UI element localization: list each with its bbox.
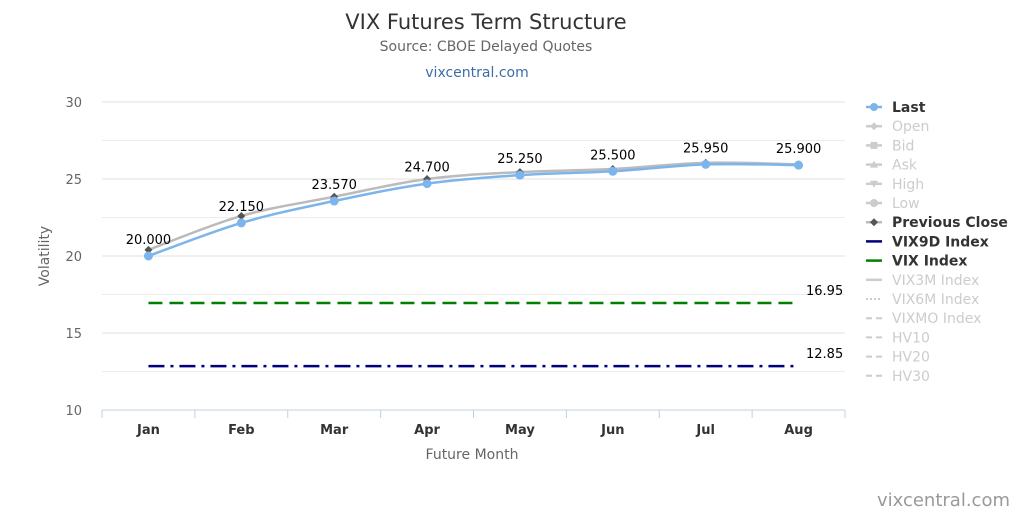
credit-text[interactable]: vixcentral.com: [877, 490, 1010, 511]
last-data-label: 25.250: [497, 152, 543, 167]
legend-label: Low: [892, 196, 920, 212]
legend-label: VIX Index: [892, 254, 967, 270]
legend-marker: [870, 141, 878, 149]
y-axis-title: Volatility: [37, 226, 53, 286]
legend-label: VIXMO Index: [892, 311, 981, 327]
y-tick-label: 10: [65, 404, 82, 419]
legend-item[interactable]: High: [866, 177, 924, 193]
legend-item[interactable]: VIX Index: [866, 254, 967, 270]
reference-lines: 12.85 16.95: [148, 284, 843, 368]
legend-item[interactable]: Open: [866, 119, 929, 135]
y-tick-label: 20: [65, 250, 82, 265]
legend-item[interactable]: HV30: [866, 369, 930, 385]
last-data-label: 25.950: [683, 141, 729, 156]
reference-line-label: 16.95: [806, 284, 843, 299]
legend-marker: [870, 103, 878, 111]
x-tick-label: Jan: [136, 423, 160, 438]
legend-label: VIX9D Index: [892, 234, 989, 250]
chart-title: VIX Futures Term Structure: [345, 10, 626, 34]
last-point[interactable]: [143, 251, 153, 261]
x-axis-ticks: Jan Feb Mar Apr May Jun Jul Aug: [101, 410, 846, 438]
legend-label: VIX6M Index: [892, 292, 979, 308]
legend-label: Open: [892, 119, 929, 135]
y-axis-ticks: 10 15 20 25 30: [65, 96, 82, 419]
legend-label: HV30: [892, 369, 930, 385]
legend-item[interactable]: VIXMO Index: [866, 311, 981, 327]
x-tick-label: Jul: [695, 423, 715, 438]
x-tick-label: Jun: [600, 423, 624, 438]
previous-close-point: [237, 211, 246, 220]
legend-item[interactable]: VIX9D Index: [866, 234, 989, 250]
last-point[interactable]: [236, 218, 246, 228]
legend-label: HV20: [892, 350, 930, 366]
x-axis-title: Future Month: [426, 447, 519, 463]
legend-marker: [870, 122, 878, 131]
last-data-label: 24.700: [404, 161, 450, 176]
last-data-label: 20.000: [126, 233, 172, 248]
legend-marker: [870, 199, 878, 207]
legend-item[interactable]: Previous Close: [866, 215, 1008, 231]
last-point[interactable]: [329, 196, 339, 206]
chart-subtitle: Source: CBOE Delayed Quotes: [380, 39, 593, 55]
legend-item[interactable]: HV20: [866, 350, 930, 366]
last-point[interactable]: [515, 170, 525, 180]
series-layer: 20.000 22.150 23.570 24.700 25.250 25.500 25.9…: [126, 141, 822, 261]
x-tick-label: Feb: [228, 423, 254, 438]
legend-item[interactable]: Last: [866, 100, 926, 116]
legend-marker: [870, 218, 878, 227]
last-data-label: 23.570: [311, 178, 357, 193]
last-data-label: 22.150: [219, 200, 265, 215]
legend-label: Bid: [892, 138, 914, 154]
legend-label: Previous Close: [892, 215, 1008, 231]
last-point[interactable]: [422, 179, 432, 189]
last-data-label: 25.500: [590, 148, 636, 163]
last-point[interactable]: [794, 160, 804, 170]
y-tick-label: 15: [65, 327, 82, 342]
last-data-label: 25.900: [776, 142, 822, 157]
y-tick-label: 25: [65, 173, 82, 188]
x-tick-label: Aug: [784, 423, 813, 438]
legend-item[interactable]: Bid: [866, 138, 914, 154]
x-tick-label: Mar: [320, 423, 349, 438]
legend-marker: [870, 160, 878, 168]
last-point[interactable]: [701, 159, 711, 169]
legend-label: HV10: [892, 330, 930, 346]
legend-item[interactable]: VIX6M Index: [866, 292, 979, 308]
gridlines: [102, 101, 845, 411]
x-tick-label: Apr: [414, 423, 440, 438]
reference-line-label: 12.85: [806, 347, 843, 362]
last-point[interactable]: [608, 166, 618, 176]
legend-label: High: [892, 177, 924, 193]
legend-label: Ask: [892, 158, 918, 174]
legend-item[interactable]: VIX3M Index: [866, 273, 979, 289]
previous-close-line: [148, 161, 799, 252]
site-link[interactable]: vixcentral.com: [425, 65, 528, 81]
legend-label: VIX3M Index: [892, 273, 979, 289]
legend: Last Open Bid Ask High Low Previous Close VIX9D…: [866, 100, 1008, 385]
y-tick-label: 30: [65, 96, 82, 111]
x-tick-label: May: [505, 423, 535, 438]
legend-item[interactable]: Ask: [866, 158, 918, 174]
legend-item[interactable]: HV10: [866, 330, 930, 346]
last-line: [148, 162, 799, 258]
previous-close-point: [144, 245, 153, 254]
legend-label: Last: [892, 100, 926, 116]
legend-item[interactable]: Low: [866, 196, 920, 212]
legend-marker: [870, 180, 878, 188]
